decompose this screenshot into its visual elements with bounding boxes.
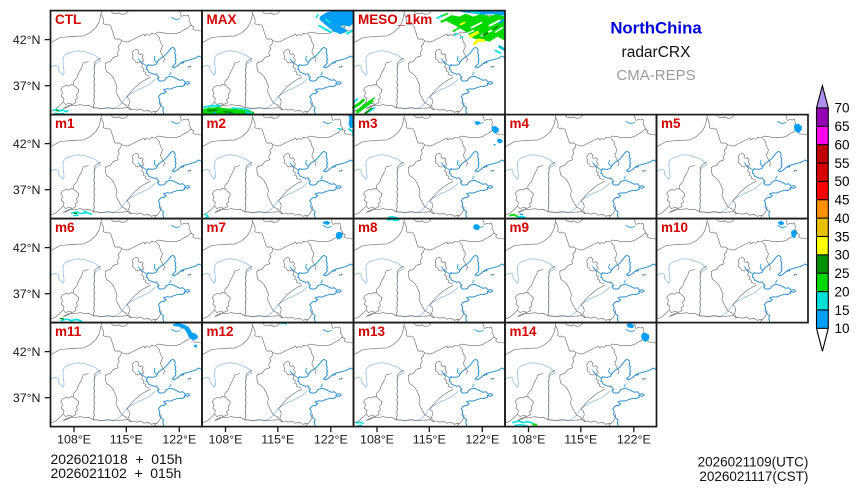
svg-text:25: 25 (835, 266, 850, 281)
svg-text:37°N: 37°N (13, 287, 41, 301)
svg-text:45: 45 (835, 193, 850, 208)
svg-text:m7: m7 (207, 220, 227, 235)
svg-text:37°N: 37°N (13, 79, 41, 93)
svg-text:55: 55 (835, 156, 850, 171)
svg-text:2026021018 + 015h: 2026021018 + 015h (51, 451, 183, 467)
svg-text:42°N: 42°N (13, 345, 41, 359)
svg-text:m12: m12 (207, 324, 234, 339)
svg-text:122°E: 122°E (314, 433, 348, 447)
svg-text:108°E: 108°E (360, 433, 394, 447)
svg-text:m9: m9 (510, 220, 530, 235)
svg-text:2026021109(UTC): 2026021109(UTC) (698, 455, 809, 470)
svg-text:60: 60 (835, 137, 850, 152)
svg-text:115°E: 115°E (110, 433, 143, 447)
svg-text:CTL: CTL (55, 12, 81, 27)
svg-text:m13: m13 (358, 324, 386, 339)
svg-text:NorthChina: NorthChina (610, 19, 702, 38)
svg-text:37°N: 37°N (13, 391, 41, 405)
svg-text:108°E: 108°E (209, 433, 243, 447)
svg-text:35: 35 (835, 229, 850, 244)
svg-text:37°N: 37°N (13, 183, 41, 197)
svg-text:115°E: 115°E (413, 433, 446, 447)
svg-text:m10: m10 (661, 220, 688, 235)
svg-text:42°N: 42°N (13, 137, 41, 151)
svg-text:m2: m2 (207, 116, 227, 131)
svg-text:40: 40 (835, 211, 850, 226)
svg-text:108°E: 108°E (512, 433, 546, 447)
svg-text:15: 15 (835, 303, 850, 318)
svg-text:m1: m1 (55, 116, 75, 131)
svg-text:m6: m6 (55, 220, 75, 235)
svg-text:m5: m5 (661, 116, 681, 131)
svg-text:108°E: 108°E (57, 433, 91, 447)
svg-text:115°E: 115°E (564, 433, 597, 447)
svg-text:122°E: 122°E (617, 433, 651, 447)
svg-text:m14: m14 (510, 324, 538, 339)
svg-text:10: 10 (835, 321, 850, 336)
svg-text:115°E: 115°E (261, 433, 294, 447)
svg-text:122°E: 122°E (162, 433, 196, 447)
svg-text:CMA-REPS: CMA-REPS (616, 67, 695, 84)
svg-text:42°N: 42°N (13, 33, 41, 47)
svg-text:2026021117(CST): 2026021117(CST) (699, 469, 808, 484)
svg-text:m8: m8 (358, 220, 378, 235)
svg-text:m11: m11 (55, 324, 82, 339)
svg-text:radarCRX: radarCRX (622, 44, 692, 61)
svg-text:42°N: 42°N (13, 241, 41, 255)
svg-text:2026021102 + 015h: 2026021102 + 015h (51, 465, 182, 481)
svg-text:20: 20 (835, 284, 850, 299)
svg-text:70: 70 (835, 101, 850, 116)
svg-text:MESO_1km: MESO_1km (358, 12, 432, 27)
svg-text:m4: m4 (510, 116, 530, 131)
svg-text:50: 50 (835, 174, 850, 189)
svg-text:MAX: MAX (207, 12, 237, 27)
svg-text:m3: m3 (358, 116, 378, 131)
svg-text:30: 30 (835, 248, 850, 263)
svg-text:65: 65 (835, 119, 850, 134)
svg-text:122°E: 122°E (465, 433, 499, 447)
